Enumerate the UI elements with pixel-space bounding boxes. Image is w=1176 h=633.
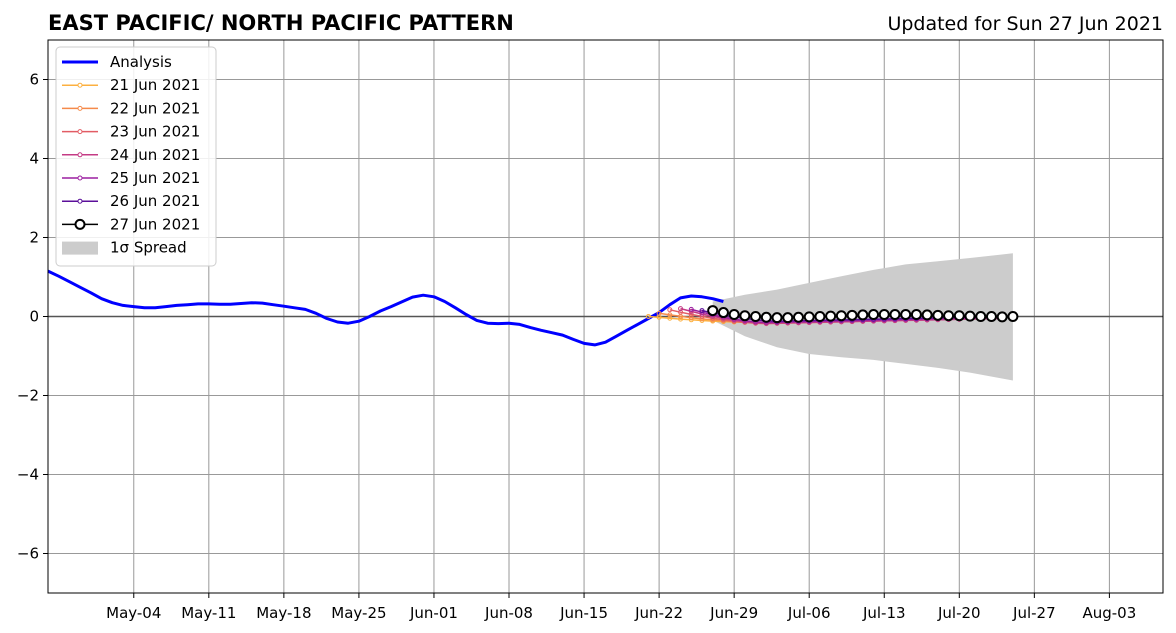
legend-marker <box>77 82 83 88</box>
series-point <box>699 309 705 315</box>
chart-title: EAST PACIFIC/ NORTH PACIFIC PATTERN <box>48 11 514 35</box>
forecast-point <box>921 309 933 321</box>
forecast-point <box>1007 311 1019 322</box>
legend-marker <box>77 175 83 181</box>
x-tick-label: May-25 <box>331 604 386 622</box>
forecast-point <box>996 311 1008 323</box>
analysis-line <box>47 269 724 347</box>
x-tick-label: Jun-08 <box>484 604 533 622</box>
x-tick-label: Aug-03 <box>1082 604 1136 622</box>
legend-marker <box>77 105 83 111</box>
legend-entry: 1σ Spread <box>62 239 187 257</box>
tick-labels: May-04 May-11 May-18 May-25 Jun-01 Jun-08 Jun-… <box>17 71 1136 623</box>
legend-marker <box>74 218 86 230</box>
forecast-point <box>782 312 794 324</box>
series-point <box>688 306 694 312</box>
legend-label: 1σ Spread <box>110 239 187 257</box>
series-point <box>688 315 694 321</box>
x-tick-label: May-04 <box>106 604 161 622</box>
legend-entry: 21 Jun 2021 <box>62 76 200 94</box>
legend-entry: 23 Jun 2021 <box>62 123 200 141</box>
y-tick-label: −2 <box>17 387 39 405</box>
legend-entry: 27 Jun 2021 <box>62 215 200 233</box>
forecast-point <box>792 311 804 323</box>
series-point <box>667 315 673 321</box>
legend-label: 22 Jun 2021 <box>110 99 200 117</box>
forecast-point <box>985 311 997 322</box>
forecast-point <box>878 309 890 321</box>
legend-label: 21 Jun 2021 <box>110 76 200 94</box>
x-tick-label: Jun-15 <box>559 604 608 622</box>
forecast-point <box>760 311 772 323</box>
forecast-point <box>814 311 826 322</box>
x-tick-label: May-18 <box>256 604 311 622</box>
series-point <box>688 308 694 314</box>
legend-label: 24 Jun 2021 <box>110 146 200 164</box>
y-tick-label: 6 <box>29 71 39 89</box>
x-tick-label: May-11 <box>181 604 236 622</box>
forecast-point <box>910 309 922 321</box>
latest-forecast <box>707 305 1019 324</box>
chart-subtitle: Updated for Sun 27 Jun 2021 <box>887 13 1163 35</box>
forecast-point <box>717 307 729 319</box>
x-tick-label: Jun-22 <box>634 604 683 622</box>
forecast-point <box>771 312 783 324</box>
legend-label: 26 Jun 2021 <box>110 192 200 210</box>
forecast-point <box>803 311 815 323</box>
x-tick-label: Jul-13 <box>862 604 906 622</box>
legend-swatch <box>62 241 98 255</box>
legend-marker <box>77 152 83 158</box>
forecast-point <box>932 309 944 321</box>
forecast-point <box>943 310 955 322</box>
forecast-point <box>953 310 965 322</box>
legend-entry: Analysis <box>62 53 172 71</box>
x-tick-label: Jun-29 <box>709 604 758 622</box>
y-tick-label: 2 <box>29 229 39 247</box>
forecast-point <box>975 311 987 322</box>
forecast-point <box>825 310 837 322</box>
forecast-point <box>707 305 719 317</box>
y-tick-label: −4 <box>17 466 39 484</box>
forecast-point <box>900 309 912 321</box>
legend-entry: 25 Jun 2021 <box>62 169 200 187</box>
legend-marker <box>77 129 83 135</box>
series-point <box>678 316 684 322</box>
series-point <box>699 308 705 314</box>
legend-entry: 26 Jun 2021 <box>62 192 200 210</box>
forecast-point <box>964 310 976 322</box>
x-tick-label: Jul-20 <box>937 604 981 622</box>
series-point <box>667 307 673 313</box>
forecast-point <box>728 309 740 321</box>
y-tick-label: 4 <box>29 150 39 168</box>
forecast-point <box>835 310 847 322</box>
series-point <box>688 311 694 317</box>
legend-label: 25 Jun 2021 <box>110 169 200 187</box>
forecast-point <box>750 311 762 322</box>
series-point <box>656 310 662 316</box>
legend-entry: 24 Jun 2021 <box>62 146 200 164</box>
legend-label: 27 Jun 2021 <box>110 215 200 233</box>
legend-box <box>55 46 217 267</box>
analysis-path <box>47 269 724 347</box>
x-tick-label: Jul-06 <box>787 604 831 622</box>
x-tick-label: Jul-27 <box>1012 604 1056 622</box>
x-tick-label: Jun-01 <box>409 604 458 622</box>
forecast-point <box>868 309 880 321</box>
y-tick-label: −6 <box>17 545 39 563</box>
legend-marker <box>77 198 83 204</box>
series-point <box>667 312 673 318</box>
y-tick-label: 0 <box>29 308 39 326</box>
forecast-point <box>889 309 901 321</box>
series-point <box>645 314 651 319</box>
forecast-point <box>846 309 858 321</box>
legend-label: Analysis <box>110 53 172 71</box>
legend-label: 23 Jun 2021 <box>110 123 200 141</box>
legend: Analysis 21 Jun 2021 22 Jun 2021 23 Jun 202… <box>55 46 217 267</box>
forecast-point <box>857 309 869 321</box>
series-point <box>678 306 684 312</box>
forecast-point <box>739 310 751 322</box>
legend-entry: 22 Jun 2021 <box>62 99 200 117</box>
